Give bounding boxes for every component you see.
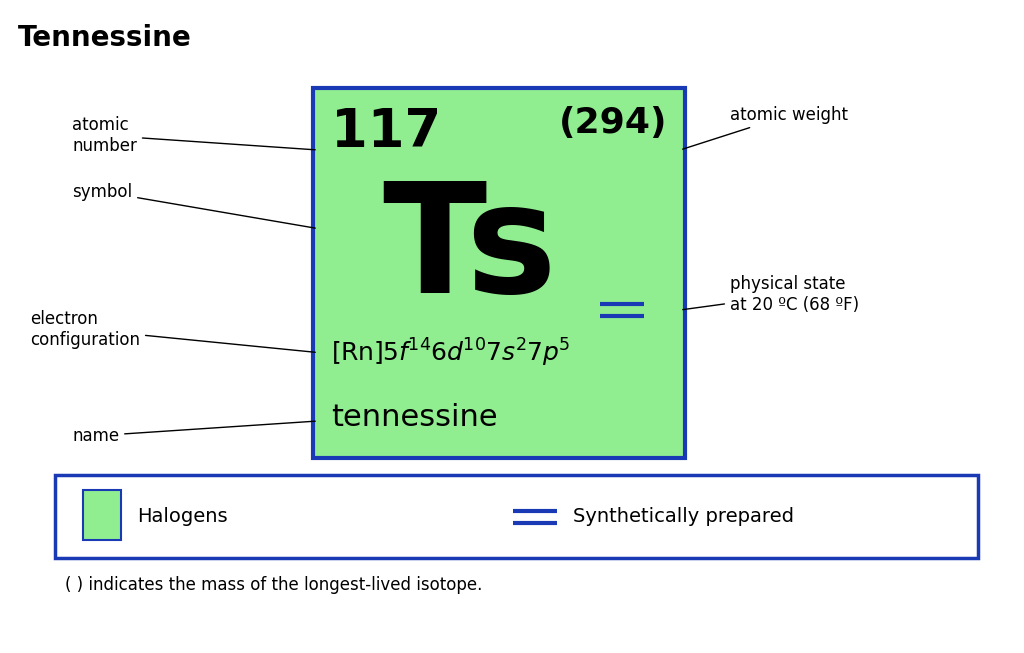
Text: 117: 117 <box>331 106 441 158</box>
Text: name: name <box>72 421 315 445</box>
Text: electron
configuration: electron configuration <box>30 310 315 352</box>
Text: Tennessine: Tennessine <box>18 24 191 52</box>
Text: Synthetically prepared: Synthetically prepared <box>573 507 794 526</box>
Text: ( ) indicates the mass of the longest-lived isotope.: ( ) indicates the mass of the longest-li… <box>65 576 482 594</box>
Bar <box>83 490 121 540</box>
Text: (294): (294) <box>558 106 667 140</box>
Text: Halogens: Halogens <box>137 507 227 526</box>
Text: tennessine: tennessine <box>331 403 498 432</box>
Text: symbol: symbol <box>72 183 315 228</box>
Text: $\mathregular{[Rn]5}$$\it{f}$$\mathregular{^{14}6}$$\it{d}$$\mathregular{^{10}7}: $\mathregular{[Rn]5}$$\it{f}$$\mathregul… <box>331 336 570 369</box>
Bar <box>55 475 978 558</box>
Text: physical state
at 20 ºC (68 ºF): physical state at 20 ºC (68 ºF) <box>683 275 859 314</box>
Bar <box>313 88 685 458</box>
Text: atomic
number: atomic number <box>72 116 315 155</box>
Text: Ts: Ts <box>382 176 557 325</box>
Text: atomic weight: atomic weight <box>683 106 848 149</box>
